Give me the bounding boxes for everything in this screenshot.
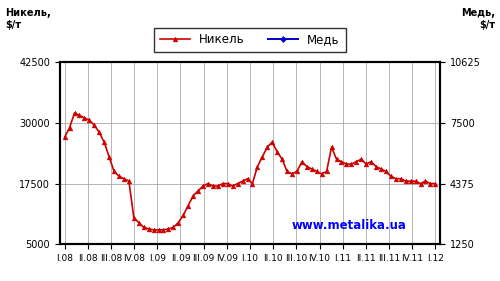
Никель: [72, 111, 78, 115]
Никель: [318, 172, 324, 176]
Text: Медь,
$/т: Медь, $/т: [461, 8, 495, 30]
Text: www.metalika.ua: www.metalika.ua: [292, 219, 406, 232]
Line: Медь: Медь: [62, 0, 438, 18]
Legend: Никель, Медь: Никель, Медь: [154, 28, 346, 52]
Никель: [62, 136, 68, 139]
Никель: [150, 228, 156, 232]
Text: Никель,
$/т: Никель, $/т: [5, 8, 51, 30]
Никель: [101, 140, 107, 144]
Никель: [368, 160, 374, 163]
Никель: [432, 182, 438, 185]
Никель: [309, 167, 315, 171]
Никель: [264, 145, 270, 149]
Медь: [142, 14, 148, 17]
Никель: [200, 184, 206, 188]
Line: Никель: Никель: [62, 110, 438, 232]
